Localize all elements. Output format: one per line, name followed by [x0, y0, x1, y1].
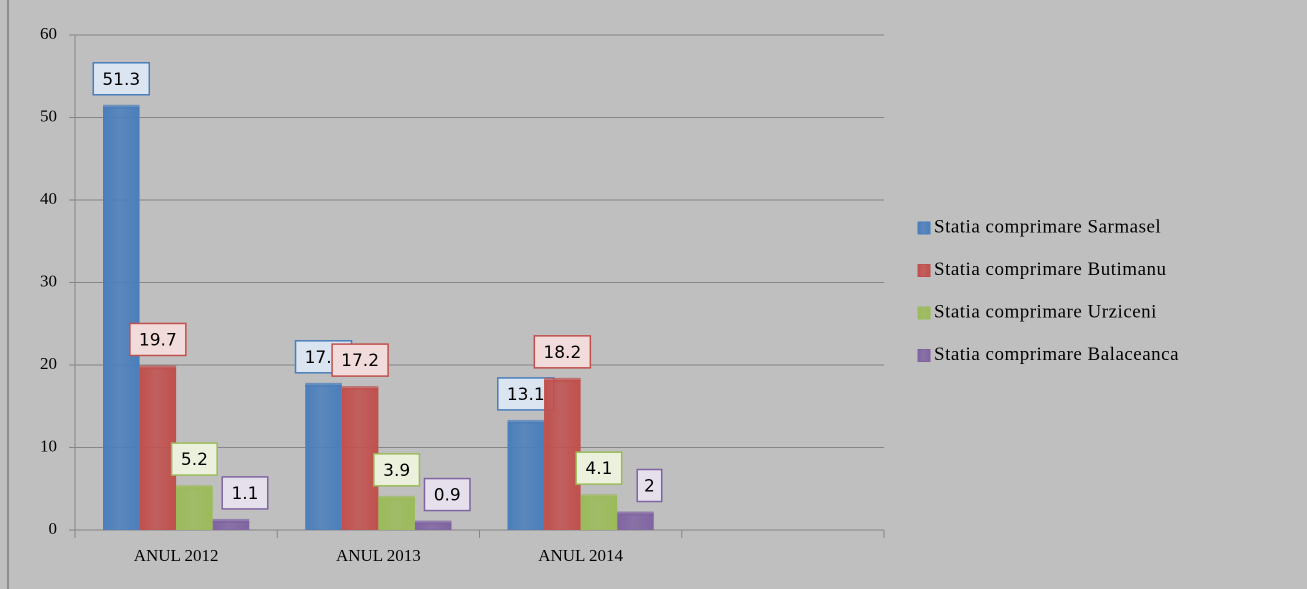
bar-top — [139, 365, 177, 370]
value-label-box — [170, 442, 218, 476]
bar — [212, 520, 250, 530]
legend-label: Statia comprimare Sarmasel — [934, 216, 1161, 237]
y-tick-label: 30 — [40, 271, 57, 290]
bar-top — [305, 382, 342, 387]
bar — [176, 487, 213, 530]
legend-label: Statia comprimare Urziceni — [934, 301, 1157, 322]
bar — [341, 388, 379, 530]
bar-top — [378, 495, 415, 500]
bar-top — [341, 386, 379, 391]
bar — [378, 497, 415, 530]
bar-top — [580, 494, 618, 499]
bar — [617, 513, 654, 530]
bar-top — [544, 377, 581, 382]
bar — [544, 379, 581, 530]
value-label-box — [331, 343, 389, 377]
legend-swatch — [917, 221, 931, 235]
value-label-box — [92, 62, 151, 96]
bar-top — [617, 511, 654, 516]
value-label: 51.3 — [102, 70, 140, 90]
value-label: 18.2 — [543, 343, 581, 363]
value-label: 13.1 — [507, 385, 545, 405]
y-tick-label: 20 — [40, 354, 57, 373]
y-tick-label: 0 — [49, 519, 58, 538]
y-tick-label: 40 — [40, 189, 57, 208]
y-tick-label: 60 — [40, 24, 57, 43]
value-label: 19.7 — [139, 330, 177, 350]
x-tick-label: ANUL 2013 — [336, 546, 421, 565]
value-label: 0.9 — [434, 486, 461, 506]
bar-top — [212, 518, 250, 523]
x-tick-label: ANUL 2012 — [134, 546, 219, 565]
bar — [139, 367, 177, 530]
bar-top — [176, 485, 213, 490]
value-label-box — [636, 468, 663, 503]
value-label: 1.1 — [231, 484, 258, 504]
value-label: 5.2 — [181, 450, 208, 470]
legend-label: Statia comprimare Butimanu — [934, 259, 1167, 280]
value-label-box — [533, 335, 592, 369]
legend-label: Statia comprimare Balaceanca — [934, 344, 1179, 365]
x-tick-label: ANUL 2014 — [538, 546, 623, 565]
value-label-box — [575, 451, 623, 485]
value-label: 3.9 — [383, 461, 410, 481]
y-tick-label: 10 — [40, 436, 57, 455]
legend-swatch — [917, 306, 931, 320]
value-label: 2 — [644, 477, 655, 497]
value-label-box — [129, 322, 187, 357]
bar — [103, 106, 140, 531]
value-label-box — [221, 476, 269, 510]
y-tick-label: 50 — [40, 106, 57, 125]
bar — [507, 421, 545, 530]
value-label-box — [423, 477, 471, 512]
value-label-box — [373, 453, 421, 487]
legend-swatch — [917, 264, 931, 277]
bar-top — [103, 104, 140, 109]
bar-top — [507, 419, 545, 424]
bar-top — [414, 520, 452, 525]
bar — [305, 384, 342, 530]
bar — [414, 522, 452, 530]
value-label: 17.2 — [341, 351, 379, 371]
bar — [580, 496, 618, 530]
legend-swatch — [917, 349, 931, 362]
value-label: 4.1 — [585, 459, 612, 479]
